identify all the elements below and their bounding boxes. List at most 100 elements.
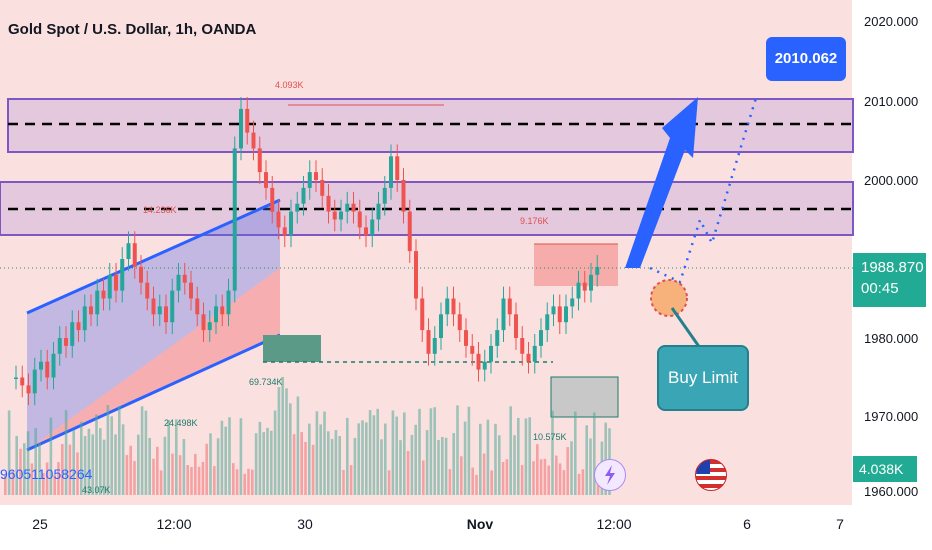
volume-bar [403,412,406,495]
volume-bar [178,455,182,495]
volume-bar [528,417,531,495]
volume-bar [205,443,208,495]
volume-bar [262,432,265,495]
volume-bar [19,448,22,495]
candle-body [520,338,525,354]
candle-body [464,330,468,346]
candle-body [226,290,231,315]
us-flag-icon[interactable] [695,459,727,491]
volume-bar [425,430,429,495]
volume-bar [460,456,463,495]
volume-bar [562,470,566,495]
candle-body [301,187,306,204]
volume-bar [498,435,501,495]
candle-body [476,353,481,370]
resistance-zone [7,98,854,153]
volume-bar [7,410,11,495]
volume-bar [182,439,186,495]
candle-body [576,282,581,299]
buy-zone-marker [650,279,688,317]
volume-bar [64,410,68,495]
volume-bar [513,435,516,495]
volume-bar [140,406,144,495]
volume-bar [380,439,383,495]
target-callout[interactable]: 2010.062 [766,37,846,81]
buy-limit-callout[interactable]: Buy Limit [657,345,749,411]
candle-body [339,211,343,220]
candle-body [351,203,356,212]
volume-bar [532,461,535,495]
volume-bar [486,419,490,495]
volume-bar [243,473,246,495]
volume-bar [490,470,493,495]
candle-body [114,274,118,291]
candle-body [257,148,262,173]
volume-bar [593,412,596,495]
volume-bar [429,408,433,495]
volume-bar [517,417,520,495]
volume-bar [99,428,102,495]
volume-bar [353,437,357,495]
volume-bar [543,458,547,495]
candle-body [132,243,137,267]
candle-body [564,306,568,323]
volume-bar [452,433,455,495]
volume-bar [479,423,482,495]
candle-body [526,353,531,362]
volume-bar [441,436,444,495]
chart-title: Gold Spot / U.S. Dollar, 1h, OANDA [8,21,257,38]
candle-body [314,172,318,180]
volume-annotation: 43.07K [82,485,111,495]
volume-bar [34,428,37,495]
lightning-icon[interactable] [594,459,626,491]
volume-annotation: 10.575K [533,432,567,442]
candle-body [120,259,125,291]
candle-body [64,338,68,346]
x-tick: 7 [836,516,844,532]
volume-bar [213,466,216,495]
volume-bar [585,425,588,495]
candle-body [101,290,106,299]
volume-bar [475,474,478,495]
volume-bar [80,421,83,495]
volume-bar [330,438,334,495]
volume-bar [551,410,554,495]
candle-body [289,211,293,236]
volume-bar [15,435,18,495]
candle-body [207,322,212,331]
candle-body [539,330,543,346]
candle-body [407,211,412,252]
candle-body [457,314,462,331]
volume-bar [323,411,326,495]
channel-top-line [26,198,281,315]
candle-body [420,298,425,331]
volume-bar [372,415,376,495]
volume-bar [129,445,132,495]
volume-bar [83,436,87,495]
volume-bar [152,458,155,495]
x-tick: 12:00 [596,516,632,532]
volume-annotation: 69.734K [249,377,283,387]
bar-countdown: 00:45 [861,280,899,297]
y-tick-2010: 2010.000 [864,94,919,109]
volume-bar [296,396,300,495]
volume-bar [558,463,562,495]
volume-annotation: 4.093K [275,80,304,90]
volume-bar [163,436,167,495]
candle-body [264,172,268,188]
volume-bar [346,417,349,495]
volume-bar [524,418,528,495]
candle-body [445,298,450,315]
volume-bar [235,469,239,495]
y-tick-1980: 1980.000 [864,331,919,346]
y-tick-2000: 2000.000 [864,173,919,188]
candle-body [107,274,112,299]
volume-bar [418,408,421,495]
volume-bar [91,434,94,495]
volume-badge: 4.038K [853,456,917,482]
volume-annotation: 24.498K [164,418,198,428]
volume-bar [361,420,364,495]
volume-bar [581,469,585,495]
volume-bar [118,406,121,495]
